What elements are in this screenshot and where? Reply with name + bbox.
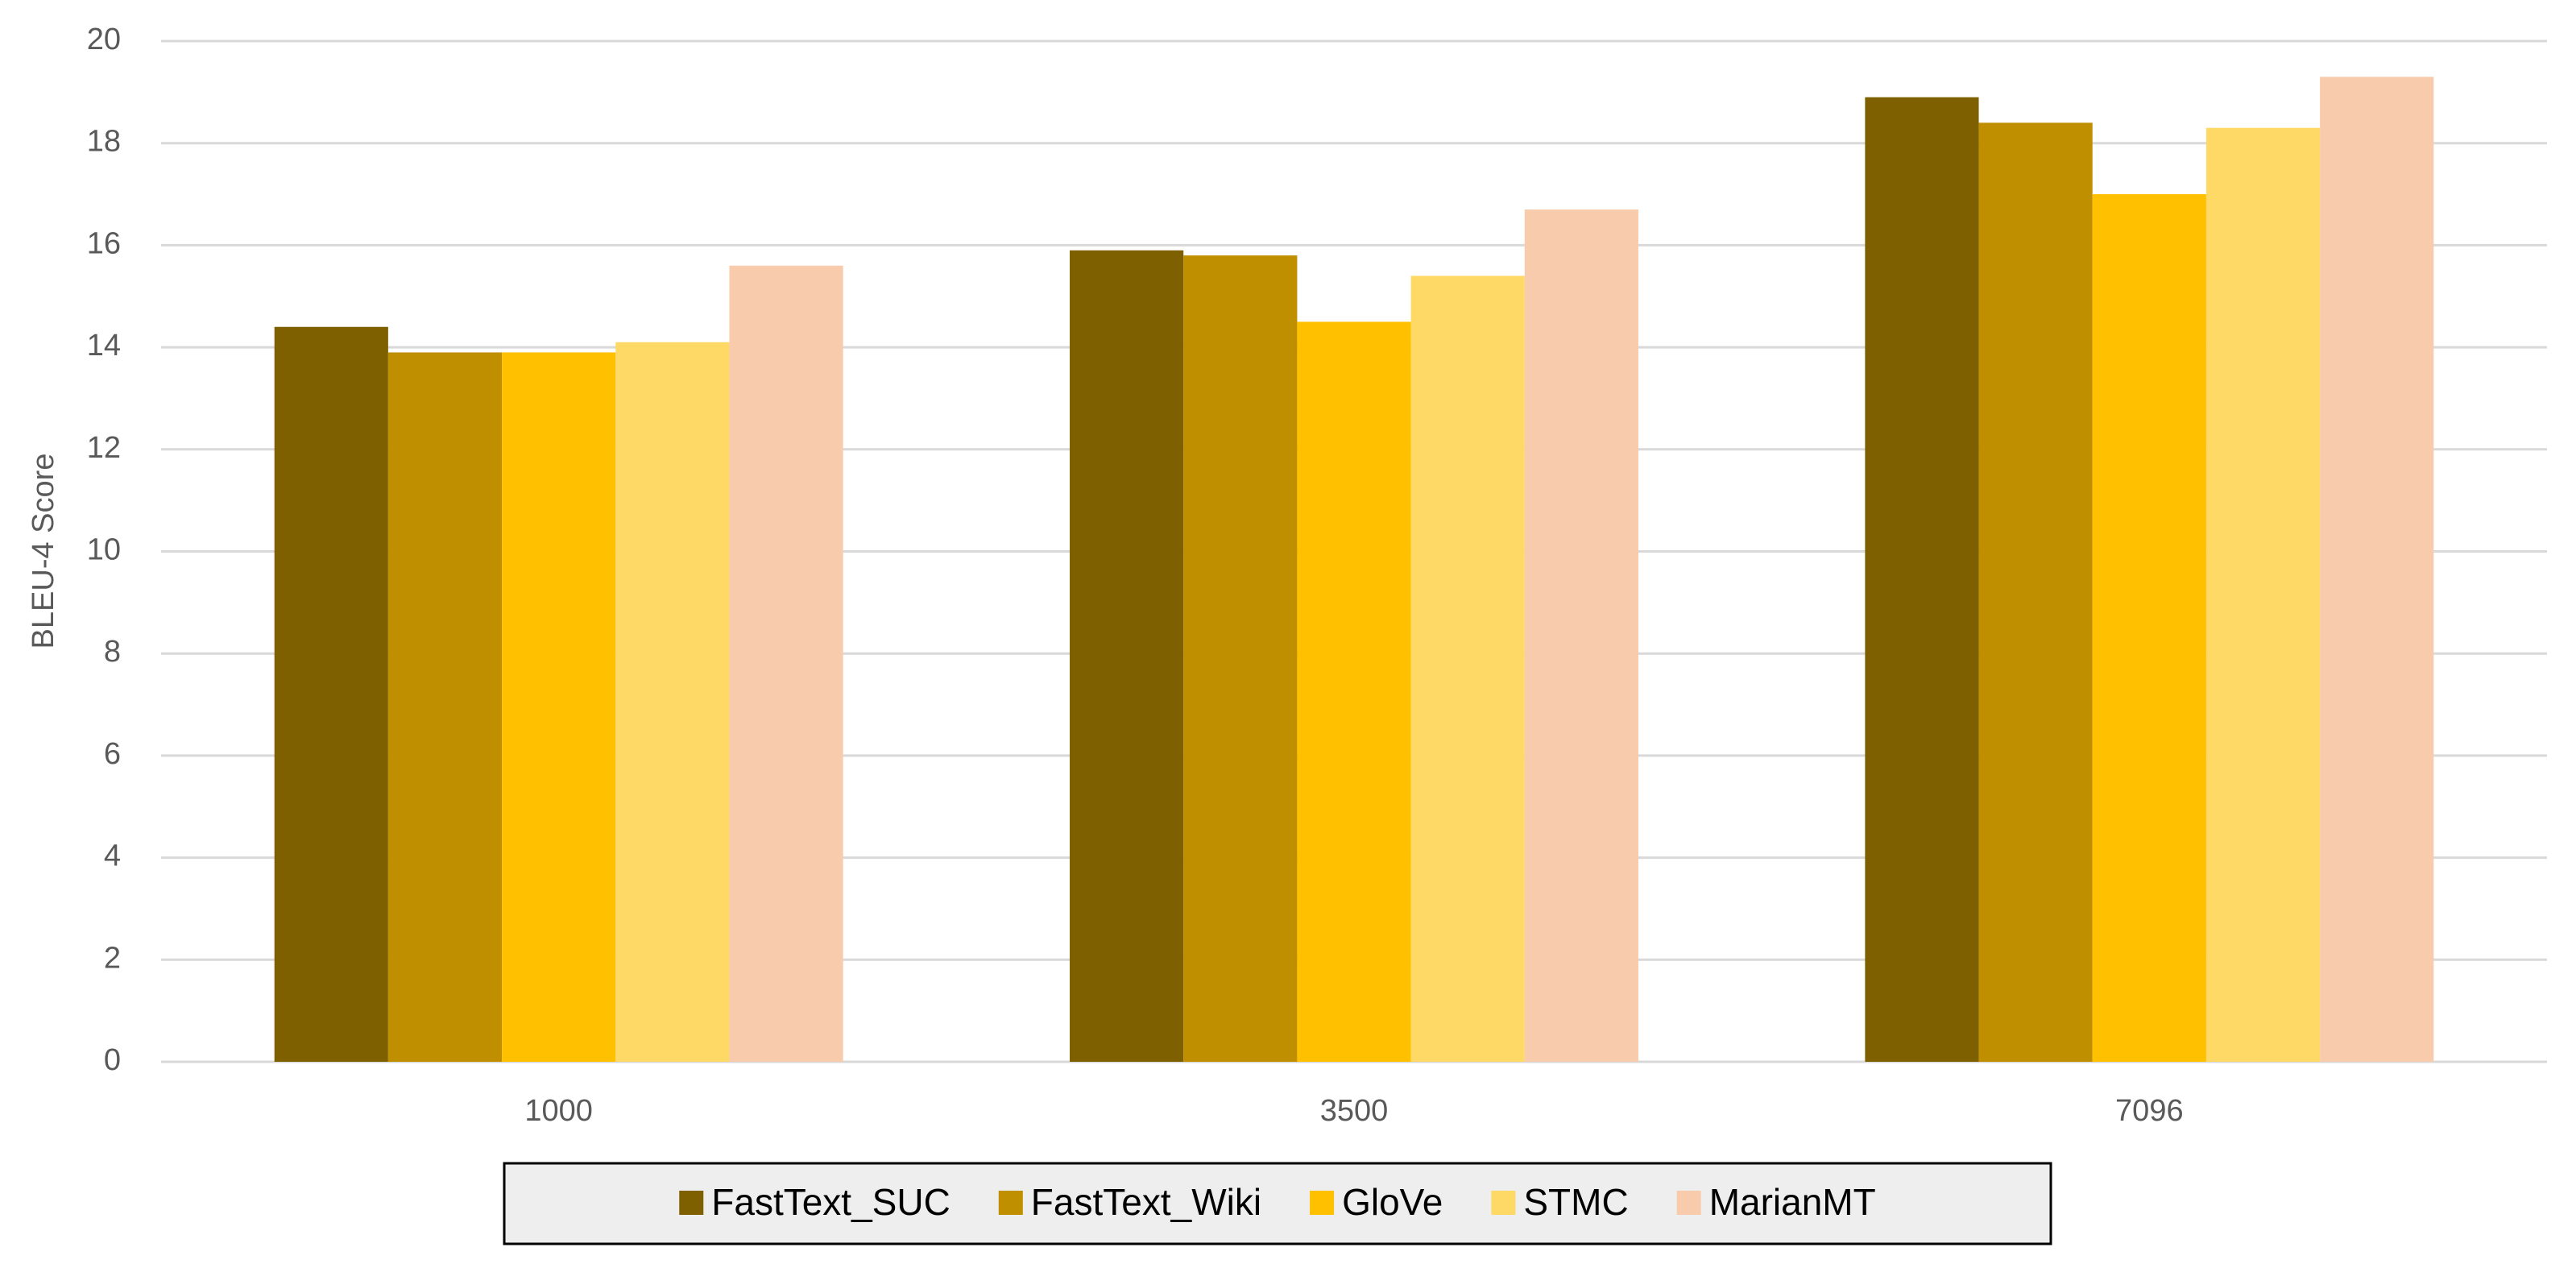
bar: [1410, 276, 1525, 1062]
y-tick-label: 10: [87, 533, 121, 567]
bar: [1070, 250, 1184, 1062]
bar: [1978, 122, 2093, 1063]
y-tick-label: 18: [87, 125, 121, 159]
bar: [274, 326, 388, 1062]
bar: [1183, 255, 1298, 1062]
bar: [1297, 321, 1411, 1062]
legend-label: STMC: [1523, 1181, 1628, 1223]
legend-label: FastText_SUC: [711, 1181, 950, 1223]
bar: [2320, 77, 2434, 1063]
y-tick-label: 8: [104, 635, 121, 669]
legend-label: GloVe: [1342, 1181, 1443, 1223]
legend-label: MarianMT: [1709, 1181, 1876, 1223]
x-tick-label: 1000: [524, 1094, 593, 1128]
bar: [387, 352, 503, 1062]
bar: [615, 342, 730, 1062]
bar: [1865, 97, 1979, 1062]
bar: [502, 352, 616, 1062]
y-tick-label: 2: [104, 941, 121, 975]
legend-swatch: [1491, 1191, 1516, 1215]
legend-box: [503, 1162, 2052, 1245]
legend-swatch: [1310, 1191, 1335, 1215]
y-tick-label: 4: [104, 839, 121, 873]
bar: [1524, 209, 1638, 1063]
bar: [2205, 127, 2321, 1062]
bar: [729, 265, 843, 1062]
y-tick-label: 16: [87, 226, 121, 260]
x-tick-label: 3500: [1320, 1094, 1389, 1128]
y-tick-label: 0: [104, 1043, 121, 1077]
y-axis-title: BLEU-4 Score: [27, 454, 60, 649]
y-tick-label: 14: [87, 329, 121, 363]
y-tick-label: 20: [87, 23, 121, 56]
y-tick-label: 6: [104, 737, 121, 771]
bar: [2092, 194, 2206, 1062]
legend-swatch: [679, 1191, 704, 1215]
legend-swatch: [1676, 1191, 1701, 1215]
legend-label: FastText_Wiki: [1031, 1181, 1261, 1223]
legend-swatch: [998, 1191, 1023, 1215]
y-tick-label: 12: [87, 431, 121, 465]
x-tick-label: 7096: [2115, 1094, 2184, 1128]
